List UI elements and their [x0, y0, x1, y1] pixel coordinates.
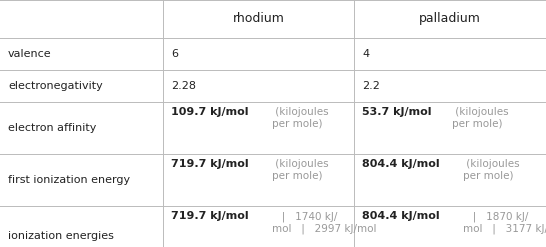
Text: palladium: palladium — [419, 13, 481, 25]
Text: (kilojoules
per mole): (kilojoules per mole) — [452, 107, 509, 129]
Text: (kilojoules
per mole): (kilojoules per mole) — [463, 159, 519, 181]
Text: (kilojoules
per mole): (kilojoules per mole) — [272, 107, 328, 129]
Text: |   1740 kJ/
mol   |   2997 kJ/mol: | 1740 kJ/ mol | 2997 kJ/mol — [272, 211, 376, 234]
Text: electron affinity: electron affinity — [8, 123, 97, 133]
Text: 4: 4 — [362, 49, 369, 59]
Text: electronegativity: electronegativity — [8, 81, 103, 91]
Text: |   1870 kJ/
mol   |   3177 kJ/mol: | 1870 kJ/ mol | 3177 kJ/mol — [463, 211, 546, 234]
Text: 109.7 kJ/mol: 109.7 kJ/mol — [171, 107, 248, 117]
Text: valence: valence — [8, 49, 52, 59]
Text: 53.7 kJ/mol: 53.7 kJ/mol — [362, 107, 431, 117]
Text: (kilojoules
per mole): (kilojoules per mole) — [272, 159, 329, 181]
Text: 2.2: 2.2 — [362, 81, 380, 91]
Text: ionization energies: ionization energies — [8, 231, 114, 241]
Text: 2.28: 2.28 — [171, 81, 196, 91]
Text: first ionization energy: first ionization energy — [8, 175, 130, 185]
Text: 6: 6 — [171, 49, 178, 59]
Text: rhodium: rhodium — [233, 13, 284, 25]
Text: 804.4 kJ/mol: 804.4 kJ/mol — [362, 159, 440, 169]
Text: 804.4 kJ/mol: 804.4 kJ/mol — [362, 211, 440, 221]
Text: 719.7 kJ/mol: 719.7 kJ/mol — [171, 211, 248, 221]
Text: 719.7 kJ/mol: 719.7 kJ/mol — [171, 159, 248, 169]
